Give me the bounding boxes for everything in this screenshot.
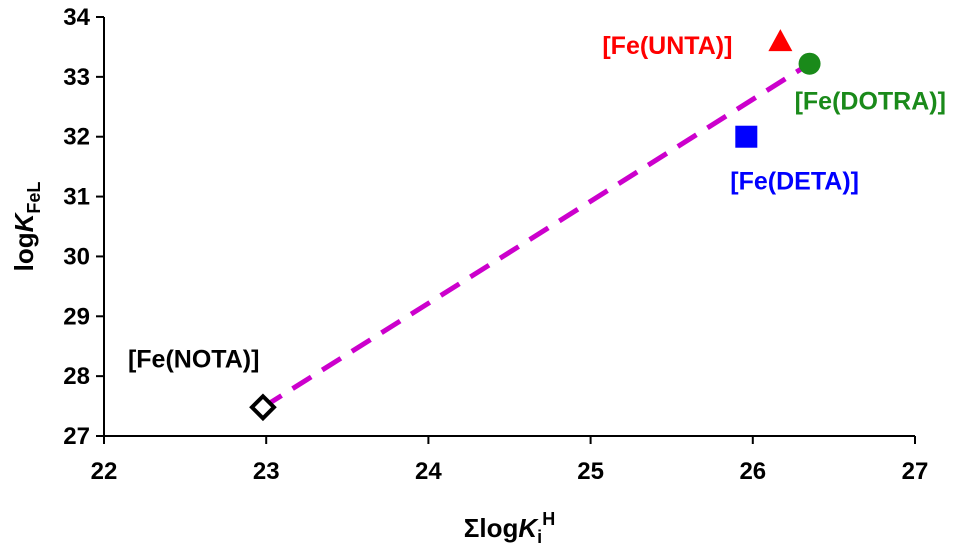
data-point-marker: [768, 29, 793, 52]
x-axis-title-superscript: H: [542, 509, 555, 529]
x-tick-label: 26: [739, 458, 766, 485]
x-axis-title: ΣlogKiH: [464, 509, 555, 547]
y-tick-label: 34: [63, 4, 90, 31]
y-tick-label: 30: [63, 243, 90, 270]
y-axis-title-subscript: FeL: [24, 182, 44, 214]
x-axis-title-subscript: i: [537, 527, 542, 547]
y-axis-title: logKFeL: [9, 182, 44, 272]
y-ticks: 27 28 29 30 31 32 33 34: [63, 4, 104, 450]
y-tick-label: 31: [63, 184, 90, 211]
y-axis-title-variable: K: [9, 211, 39, 232]
x-tick-label: 25: [577, 458, 604, 485]
data-point-label: [Fe(DETA)]: [730, 168, 859, 196]
x-tick-label: 24: [415, 458, 442, 485]
y-tick-label: 33: [63, 64, 90, 91]
data-point-label: [Fe(DOTRA)]: [795, 88, 946, 116]
x-tick-label: 23: [253, 458, 280, 485]
x-tick-label: 27: [902, 458, 929, 485]
y-tick-label: 29: [63, 303, 90, 330]
y-tick-label: 32: [63, 124, 90, 151]
data-points: [Fe(NOTA)] [Fe(DETA)] [Fe(UNTA)] [Fe(DOTRA)…: [128, 29, 946, 422]
trendline: [261, 61, 811, 410]
axes: [103, 17, 915, 437]
x-axis-title-prefix: Σlog: [464, 513, 519, 543]
x-axis-title-variable: K: [518, 513, 539, 543]
data-point-marker: [798, 52, 821, 75]
data-point-marker: [249, 393, 277, 422]
y-tick-label: 28: [63, 363, 90, 390]
x-ticks: 22 23 24 25 26 27: [91, 436, 929, 485]
y-tick-label: 27: [63, 423, 90, 450]
data-point-label: [Fe(NOTA)]: [128, 345, 259, 373]
data-point-marker: [735, 125, 758, 148]
x-tick-label: 22: [91, 458, 118, 485]
y-axis-title-prefix: log: [9, 232, 39, 271]
data-point-label: [Fe(UNTA)]: [602, 32, 732, 60]
